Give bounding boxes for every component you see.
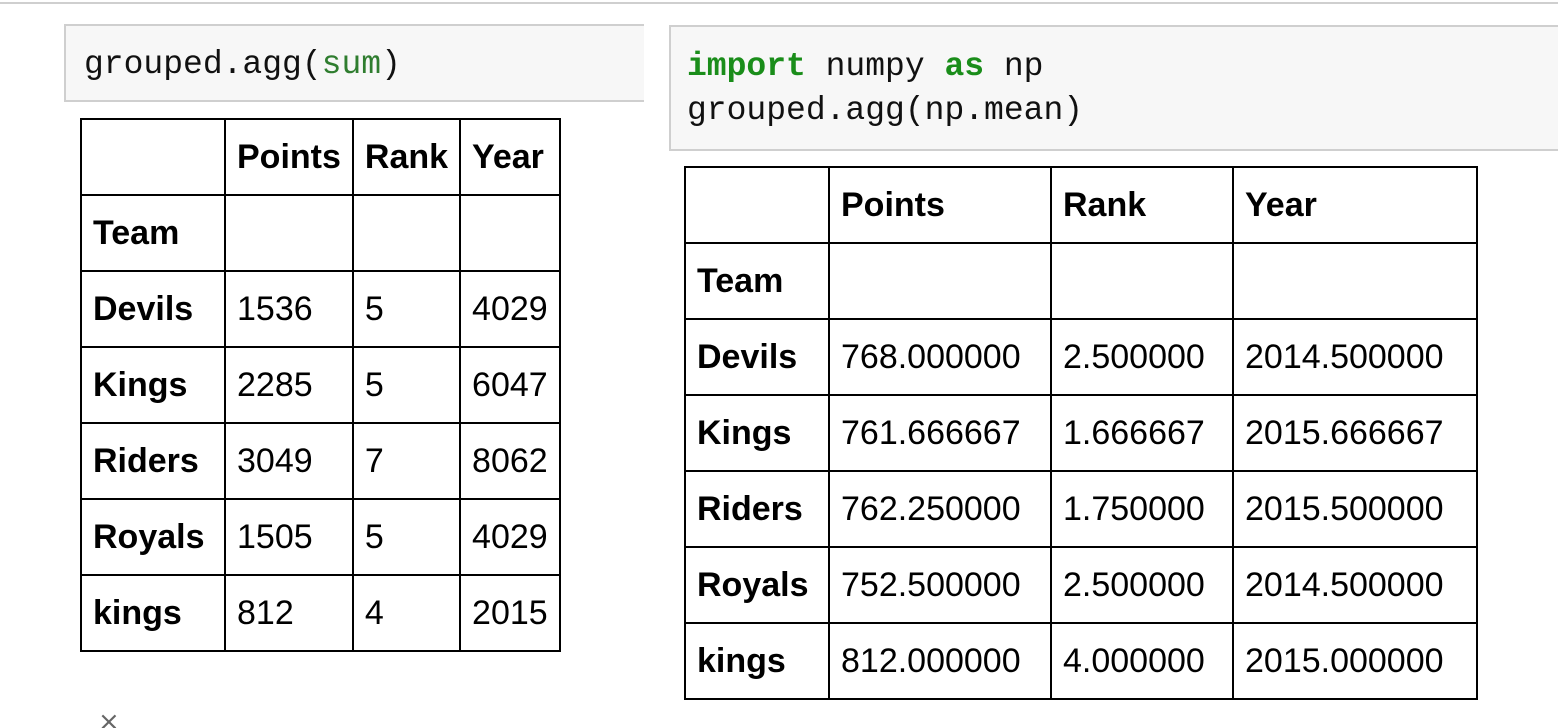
table-row: Royals 752.500000 2.500000 2014.500000	[684, 546, 1478, 624]
code-builtin: sum	[321, 46, 382, 83]
table-cell: 5	[351, 270, 462, 348]
table-row: Devils 1536 5 4029	[80, 270, 561, 348]
table-cell	[459, 194, 561, 272]
dataframe-sum-table: Points Rank Year Team Devils 1536 5 4029…	[80, 118, 561, 652]
table-cell: 2015.000000	[1232, 622, 1478, 700]
table-cell: 8062	[459, 422, 561, 500]
index-name-row: Team	[684, 242, 1478, 320]
table-cell: 752.500000	[828, 546, 1052, 624]
table-header-row: Points Rank Year	[80, 118, 561, 196]
table-cell	[828, 242, 1052, 320]
code-cell-mean[interactable]: import numpy as np grouped.agg(np.mean)	[669, 25, 1558, 151]
code-keyword: import	[687, 48, 806, 85]
table-cell: 812.000000	[828, 622, 1052, 700]
table-row: Riders 762.250000 1.750000 2015.500000	[684, 470, 1478, 548]
code-line-agg: grouped.agg(np.mean)	[687, 92, 1084, 129]
table-cell: 1536	[224, 270, 354, 348]
table-header-row: Points Rank Year	[684, 166, 1478, 244]
table-row: kings 812 4 2015	[80, 574, 561, 652]
table-cell: 762.250000	[828, 470, 1052, 548]
table-row: Riders 3049 7 8062	[80, 422, 561, 500]
row-label: Royals	[684, 546, 830, 624]
table-cell: 5	[351, 346, 462, 424]
dataframe-mean-table: Points Rank Year Team Devils 768.000000 …	[684, 166, 1478, 700]
table-cell: 1.666667	[1050, 394, 1234, 472]
column-header-rank: Rank	[351, 118, 462, 196]
table-cell: 3049	[224, 422, 354, 500]
row-label: kings	[684, 622, 830, 700]
code-text: np	[984, 48, 1044, 85]
table-cell: 2.500000	[1050, 546, 1234, 624]
row-label: Royals	[80, 498, 226, 576]
code-text: )	[381, 46, 401, 83]
table-row: Royals 1505 5 4029	[80, 498, 561, 576]
table-row: Kings 2285 5 6047	[80, 346, 561, 424]
table-cell	[224, 194, 354, 272]
column-header-points: Points	[224, 118, 354, 196]
code-text: grouped.agg(	[84, 46, 322, 83]
column-header	[684, 166, 830, 244]
table-cell: 2015	[459, 574, 561, 652]
code-line: grouped.agg(sum)	[84, 43, 644, 87]
table-cell	[1232, 242, 1478, 320]
row-label: Riders	[80, 422, 226, 500]
table-cell: 761.666667	[828, 394, 1052, 472]
table-cell	[351, 194, 462, 272]
table-cell: 2015.500000	[1232, 470, 1478, 548]
column-header	[80, 118, 226, 196]
row-label: Devils	[80, 270, 226, 348]
code-line-import: import numpy as np	[687, 45, 1558, 89]
close-icon[interactable]: ×	[98, 707, 120, 728]
table-cell: 1.750000	[1050, 470, 1234, 548]
table-cell: 2015.666667	[1232, 394, 1478, 472]
table-row: Kings 761.666667 1.666667 2015.666667	[684, 394, 1478, 472]
table-cell: 4029	[459, 498, 561, 576]
table-cell: 2.500000	[1050, 318, 1234, 396]
table-cell: 2014.500000	[1232, 546, 1478, 624]
table-cell: 2014.500000	[1232, 318, 1478, 396]
row-label: Kings	[684, 394, 830, 472]
table-cell: 7	[351, 422, 462, 500]
table-cell: 4.000000	[1050, 622, 1234, 700]
row-label: Riders	[684, 470, 830, 548]
column-header-rank: Rank	[1050, 166, 1234, 244]
index-name-row: Team	[80, 194, 561, 272]
index-name: Team	[80, 194, 226, 272]
table-cell: 5	[351, 498, 462, 576]
table-cell: 2285	[224, 346, 354, 424]
table-cell: 4	[351, 574, 462, 652]
table-cell: 768.000000	[828, 318, 1052, 396]
table-cell: 6047	[459, 346, 561, 424]
column-header-year: Year	[459, 118, 561, 196]
code-cell-sum[interactable]: grouped.agg(sum)	[64, 24, 644, 102]
table-cell: 4029	[459, 270, 561, 348]
code-keyword: as	[944, 48, 985, 85]
table-row: kings 812.000000 4.000000 2015.000000	[684, 622, 1478, 700]
column-header-year: Year	[1232, 166, 1478, 244]
table-cell	[1050, 242, 1234, 320]
table-cell: 1505	[224, 498, 354, 576]
cell-separator	[0, 2, 1558, 4]
row-label: kings	[80, 574, 226, 652]
row-label: Devils	[684, 318, 830, 396]
index-name: Team	[684, 242, 830, 320]
column-header-points: Points	[828, 166, 1052, 244]
table-cell: 812	[224, 574, 354, 652]
table-row: Devils 768.000000 2.500000 2014.500000	[684, 318, 1478, 396]
code-text: numpy	[805, 48, 945, 85]
row-label: Kings	[80, 346, 226, 424]
